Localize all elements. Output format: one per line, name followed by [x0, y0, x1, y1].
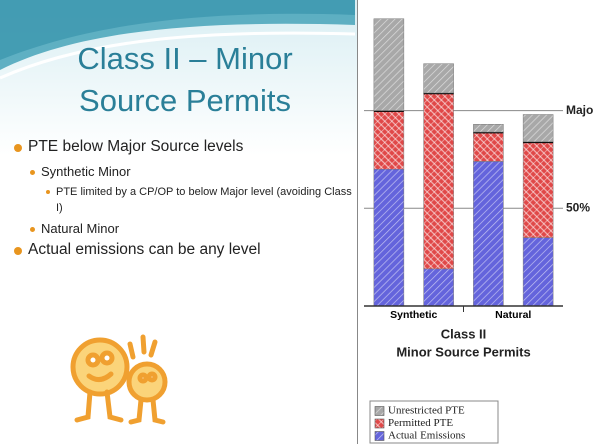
- bar-segment: [373, 110, 405, 170]
- bar-segment: [522, 237, 554, 307]
- bullet-list: PTE below Major Source levels Synthetic M…: [14, 134, 359, 267]
- legend-swatch: [374, 406, 385, 416]
- bar-segment: [373, 168, 405, 307]
- bullet: PTE limited by a CP/OP to below Major le…: [46, 184, 359, 216]
- cartoon-faces: [70, 334, 168, 425]
- x-axis-label: Minor Source Permits: [396, 344, 530, 359]
- legend-label: Actual Emissions: [388, 430, 465, 442]
- chart: Major 50% Synthetic Natural Class II Minor So…: [364, 18, 594, 444]
- bar-segment: [473, 124, 504, 133]
- legend-box: [369, 400, 499, 444]
- bar-segment: [373, 18, 405, 111]
- legend-swatch: [374, 418, 385, 429]
- reference-label: 50%: [566, 200, 590, 214]
- bar-segment: [522, 114, 554, 143]
- bar-segment: [423, 268, 454, 307]
- legend-label: Unrestricted PTE: [388, 405, 465, 417]
- title-line: Class II – Minor: [77, 41, 293, 76]
- chart-panel: Major 50% Synthetic Natural Class II Minor So…: [357, 0, 594, 444]
- bullet: PTE below Major Source levels: [14, 138, 359, 156]
- x-axis-label: Class II: [441, 326, 487, 341]
- reference-label: Major: [566, 103, 594, 117]
- bar-segment: [473, 161, 504, 307]
- slide-title: Class II – Minor Source Permits: [20, 38, 350, 122]
- bullet: Natural Minor: [30, 221, 359, 236]
- bullet: Actual emissions can be any level: [14, 241, 359, 259]
- legend-swatch: [374, 431, 385, 441]
- title-line: Source Permits: [79, 83, 291, 118]
- legend-label: Permitted PTE: [388, 417, 453, 429]
- bar-segment: [423, 92, 454, 270]
- x-tick-label: Synthetic: [390, 309, 437, 321]
- bar-segment: [423, 63, 454, 94]
- bullet: Synthetic Minor: [30, 164, 359, 179]
- bar-segment: [473, 131, 504, 162]
- x-tick-label: Natural: [495, 309, 531, 321]
- bar-segment: [522, 141, 554, 238]
